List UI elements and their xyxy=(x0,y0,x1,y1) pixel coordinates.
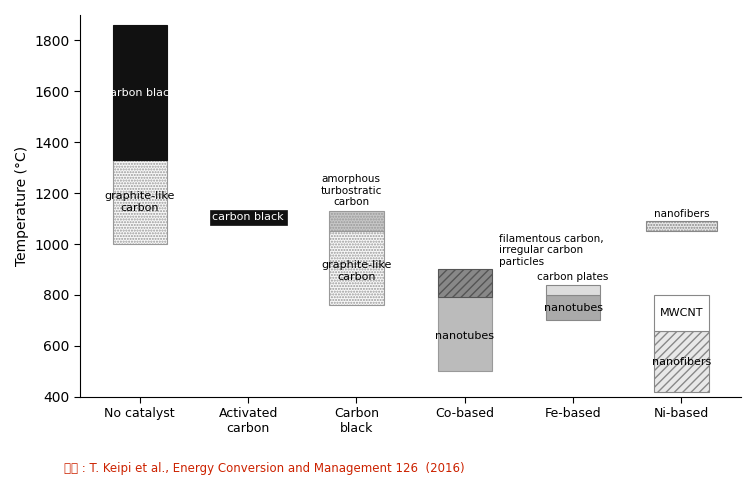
Text: carbon black: carbon black xyxy=(212,212,284,222)
Bar xyxy=(438,298,492,371)
Bar xyxy=(438,270,492,298)
Text: graphite-like
carbon: graphite-like carbon xyxy=(104,191,175,213)
Bar xyxy=(655,295,708,331)
Bar xyxy=(330,231,383,305)
Text: MWCNT: MWCNT xyxy=(660,308,703,318)
Bar xyxy=(655,331,708,392)
Text: nanotubes: nanotubes xyxy=(435,331,494,341)
Bar xyxy=(113,25,167,160)
Text: filamentous carbon,
irregular carbon
particles: filamentous carbon, irregular carbon par… xyxy=(500,234,604,267)
Bar xyxy=(546,295,600,320)
Text: carbon black: carbon black xyxy=(104,88,175,98)
Bar xyxy=(646,221,717,231)
Bar xyxy=(546,285,600,295)
Bar xyxy=(221,211,275,224)
Text: 출치 : T. Keipi et al., Energy Conversion and Management 126  (2016): 출치 : T. Keipi et al., Energy Conversion … xyxy=(64,462,465,475)
Text: nanofibers: nanofibers xyxy=(654,210,709,219)
Text: carbon plates: carbon plates xyxy=(538,272,609,282)
Text: nanotubes: nanotubes xyxy=(544,302,603,313)
Y-axis label: Temperature (°C): Temperature (°C) xyxy=(15,146,29,266)
Text: graphite-like
carbon: graphite-like carbon xyxy=(321,260,392,282)
Bar xyxy=(113,160,167,244)
Text: nanofibers: nanofibers xyxy=(652,357,711,367)
Text: amorphous
turbostratic
carbon: amorphous turbostratic carbon xyxy=(321,174,382,207)
Bar xyxy=(330,211,383,231)
